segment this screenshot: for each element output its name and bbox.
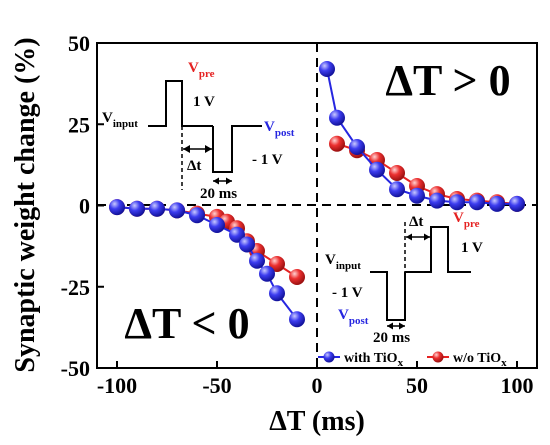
inset-pre-first-v-pos-label: 1 V bbox=[193, 94, 215, 110]
legend-marker-without-tiox bbox=[432, 351, 444, 363]
x-tick-label-4: 100 bbox=[501, 373, 534, 398]
y-axis: -50 -25 0 25 50 bbox=[61, 31, 104, 381]
region-label-negative: ΔT < 0 bbox=[124, 299, 249, 348]
data-point-with-tiox-22 bbox=[509, 195, 525, 212]
x-tick-label-3: 50 bbox=[406, 373, 428, 398]
data-point-with-tiox-0 bbox=[109, 199, 125, 216]
inset-post-first: Vinput Vpre Vpost 1 V - 1 V Δt 20 ms bbox=[325, 210, 483, 346]
inset-pre-first-dt-label: Δt bbox=[187, 158, 201, 174]
inset-post-first-pulse-post bbox=[370, 271, 406, 321]
data-point-without-tiox-10 bbox=[269, 256, 285, 272]
inset-pre-first-dt-arrowhead-left bbox=[183, 145, 190, 153]
x-tick-label-0: -100 bbox=[97, 373, 137, 398]
inset-post-first-dt-label: Δt bbox=[409, 214, 423, 230]
inset-pre-first-dt-arrowhead-right bbox=[205, 145, 212, 153]
data-point-with-tiox-2 bbox=[149, 200, 165, 217]
inset-pre-first-width-arrowhead-right bbox=[226, 177, 232, 185]
inset-post-first-width-arrowhead-right bbox=[399, 322, 405, 330]
data-point-with-tiox-14 bbox=[349, 139, 365, 155]
x-axis: -100 -50 0 50 100 bbox=[97, 361, 534, 398]
data-point-with-tiox-21 bbox=[489, 195, 505, 212]
data-point-with-tiox-13 bbox=[329, 109, 345, 126]
data-point-with-tiox-1 bbox=[129, 200, 145, 217]
legend-label-with-tiox: with TiOx bbox=[344, 351, 404, 369]
data-point-with-tiox-18 bbox=[429, 192, 445, 209]
legend: with TiOx w/o TiOx bbox=[318, 351, 507, 369]
data-point-with-tiox-20 bbox=[469, 194, 485, 211]
inset-post-first-width-label: 20 ms bbox=[373, 330, 410, 346]
data-point-with-tiox-4 bbox=[189, 207, 205, 224]
region-label-positive: ΔT > 0 bbox=[385, 56, 510, 105]
inset-post-first-dt-arrowhead-right bbox=[424, 233, 430, 241]
inset-pre-first-width-arrowhead-left bbox=[213, 177, 219, 185]
data-point-with-tiox-17 bbox=[409, 187, 425, 204]
data-point-with-tiox-16 bbox=[389, 181, 405, 198]
inset-pre-first-pulse-post bbox=[212, 125, 262, 173]
y-tick-label-3: 25 bbox=[68, 112, 90, 137]
inset-post-first-v-neg-label: - 1 V bbox=[332, 285, 363, 301]
y-tick-label-0: -50 bbox=[61, 356, 90, 381]
data-point-with-tiox-15 bbox=[369, 161, 385, 178]
x-tick-label-2: 0 bbox=[312, 373, 323, 398]
x-tick-label-1: -50 bbox=[202, 373, 231, 398]
data-point-with-tiox-5 bbox=[209, 217, 225, 233]
data-point-with-tiox-10 bbox=[269, 285, 285, 302]
data-point-with-tiox-19 bbox=[449, 194, 465, 211]
inset-pre-first: Vinput Vpre Vpost 1 V - 1 V Δt 20 ms bbox=[102, 60, 295, 202]
y-tick-label-1: -25 bbox=[61, 275, 90, 300]
x-axis-title: ΔT (ms) bbox=[269, 406, 365, 437]
y-tick-label-2: 0 bbox=[79, 194, 90, 219]
inset-post-first-dt-arrowhead-left bbox=[406, 233, 412, 241]
legend-label-without-tiox: w/o TiOx bbox=[453, 351, 507, 369]
inset-pre-first-vpost-label: Vpost bbox=[264, 119, 295, 139]
inset-pre-first-pulse-pre bbox=[148, 80, 213, 127]
data-point-with-tiox-6 bbox=[229, 226, 245, 243]
data-point-without-tiox-15 bbox=[389, 165, 405, 181]
data-point-with-tiox-3 bbox=[169, 202, 185, 219]
inset-pre-first-vpre-label: Vpre bbox=[188, 60, 215, 80]
series-layer bbox=[109, 61, 525, 328]
inset-pre-first-width-label: 20 ms bbox=[200, 186, 237, 202]
data-point-with-tiox-11 bbox=[289, 311, 305, 328]
data-point-with-tiox-8 bbox=[249, 252, 265, 269]
y-tick-label-4: 50 bbox=[68, 31, 90, 56]
data-point-with-tiox-9 bbox=[259, 265, 275, 282]
inset-post-first-width-arrowhead-left bbox=[387, 322, 393, 330]
series-line-without-tiox-positive bbox=[336, 142, 518, 205]
data-point-without-tiox-11 bbox=[289, 269, 305, 285]
data-point-with-tiox-12 bbox=[319, 61, 335, 77]
data-point-with-tiox-7 bbox=[239, 236, 255, 253]
inset-post-first-pulse-pre bbox=[405, 226, 471, 273]
inset-pre-first-v-neg-label: - 1 V bbox=[252, 152, 283, 168]
inset-pre-first-vinput-label: Vinput bbox=[102, 110, 138, 130]
inset-post-first-v-pos-label: 1 V bbox=[461, 240, 483, 256]
legend-marker-with-tiox bbox=[323, 351, 335, 363]
y-axis-title: Synaptic weight change (%) bbox=[10, 37, 41, 372]
inset-post-first-vpost-label: Vpost bbox=[338, 307, 369, 327]
data-point-without-tiox-12 bbox=[329, 135, 345, 152]
inset-post-first-vinput-label: Vinput bbox=[325, 252, 361, 272]
inset-post-first-vpre-label: Vpre bbox=[453, 210, 480, 230]
